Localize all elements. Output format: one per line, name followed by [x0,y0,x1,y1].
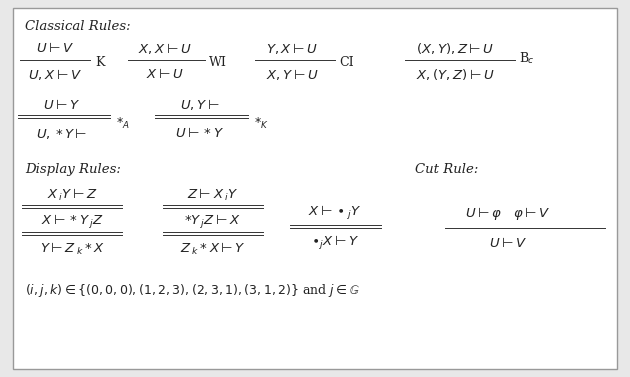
Text: $U \vdash \varphi \quad \varphi \vdash V$: $U \vdash \varphi \quad \varphi \vdash V… [466,204,551,222]
Text: $U \vdash V$: $U \vdash V$ [489,236,527,250]
Text: B: B [519,52,528,64]
Text: $X,(Y,Z) \vdash U$: $X,(Y,Z) \vdash U$ [416,66,495,81]
Text: $*_A$: $*_A$ [116,115,130,130]
Text: $Y \vdash Z\,{}_k *X$: $Y \vdash Z\,{}_k *X$ [40,241,105,257]
Text: $*_K$: $*_K$ [254,115,268,130]
Text: $Z \vdash X\,{}_i Y$: $Z \vdash X\,{}_i Y$ [187,187,239,203]
Text: $X, X \vdash U$: $X, X \vdash U$ [138,40,192,55]
Text: Display Rules:: Display Rules: [25,163,121,176]
Text: $Y, X \vdash U$: $Y, X \vdash U$ [266,40,318,55]
Text: CI: CI [339,55,353,69]
Text: K: K [95,55,105,69]
Text: Classical Rules:: Classical Rules: [25,20,130,33]
Text: $X \vdash \bullet_j Y$: $X \vdash \bullet_j Y$ [308,204,362,222]
Text: WI: WI [209,55,227,69]
Text: $X\,{}_i Y \vdash Z$: $X\,{}_i Y \vdash Z$ [47,187,98,203]
Text: $(i,j,k) \in \{(0,0,0),(1,2,3),(2,3,1),(3,1,2)\}$ and $j \in \mathbb{G}$: $(i,j,k) \in \{(0,0,0),(1,2,3),(2,3,1),(… [25,282,360,299]
Text: $Z\,{}_k *X \vdash Y$: $Z\,{}_k *X \vdash Y$ [180,241,246,257]
Text: $(X, Y), Z \vdash U$: $(X, Y), Z \vdash U$ [416,40,494,55]
Text: $X \vdash U$: $X \vdash U$ [146,67,184,81]
Text: $X \vdash *Y\,{}_j Z$: $X \vdash *Y\,{}_j Z$ [40,213,103,231]
Text: $U \vdash *Y$: $U \vdash *Y$ [175,126,224,140]
Text: $X, Y \vdash U$: $X, Y \vdash U$ [266,66,318,81]
Text: $U \vdash Y$: $U \vdash Y$ [43,98,81,112]
Text: $U, Y \vdash$: $U, Y \vdash$ [180,98,220,112]
Text: $U, X \vdash V$: $U, X \vdash V$ [28,66,82,81]
Text: $\bullet_j X \vdash Y$: $\bullet_j X \vdash Y$ [311,234,359,252]
Text: $c$: $c$ [527,56,534,65]
FancyBboxPatch shape [13,8,617,369]
Text: $U \vdash V$: $U \vdash V$ [36,41,74,55]
Text: Cut Rule:: Cut Rule: [415,163,478,176]
Text: $U, *Y \vdash$: $U, *Y \vdash$ [37,126,88,141]
Text: $*Y\,{}_j Z \vdash X$: $*Y\,{}_j Z \vdash X$ [185,213,241,231]
